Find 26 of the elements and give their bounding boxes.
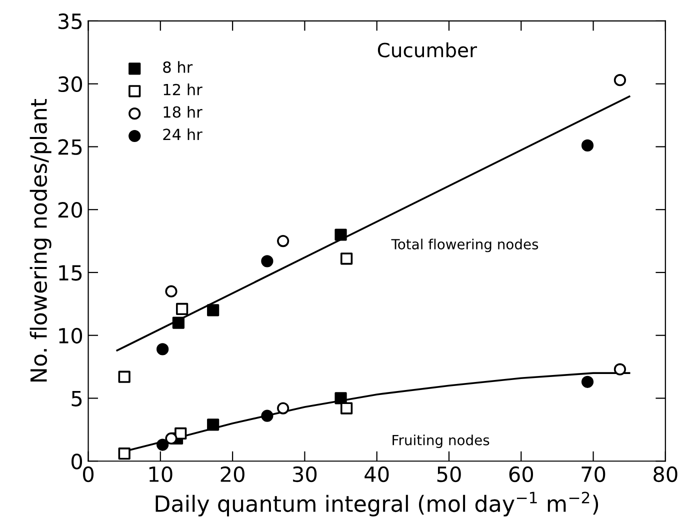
- x-tick-label: 10: [149, 466, 172, 482]
- y-tick-label: 15: [59, 265, 82, 281]
- y-tick-label: 35: [58, 13, 82, 30]
- legend-label: 24 hr: [163, 128, 202, 140]
- x-tick-label: 70: [582, 466, 606, 482]
- y-tick-label: 10: [59, 328, 82, 344]
- y-tick-label: 25: [58, 139, 82, 155]
- legend-label: 18 hr: [164, 106, 202, 118]
- annotation: Fruiting nodes: [392, 434, 490, 448]
- legend-label: 8 hr: [163, 61, 193, 73]
- annotation: Total flowering nodes: [391, 238, 538, 252]
- x-tick-label: 30: [293, 466, 317, 482]
- y-tick-label: 0: [72, 454, 82, 470]
- x-tick-label: 20: [220, 466, 244, 482]
- x-axis-title: Daily quantum integral (mol day$^{−1}$ m$^{−2}$): [156, 492, 598, 516]
- y-axis-title: No. flowering nodes/plant: [30, 98, 52, 382]
- x-tick-label: 80: [654, 466, 678, 482]
- x-tick-label: 0: [83, 466, 94, 482]
- y-tick-label: 30: [58, 76, 82, 92]
- y-tick-label: 20: [58, 202, 82, 218]
- y-tick-label: 5: [72, 390, 82, 406]
- x-tick-label: 40: [364, 466, 389, 482]
- x-tick-label: 60: [509, 466, 534, 482]
- annotation: Cucumber: [378, 42, 477, 58]
- x-tick-label: 50: [437, 466, 461, 482]
- legend-label: 12 hr: [164, 84, 202, 96]
